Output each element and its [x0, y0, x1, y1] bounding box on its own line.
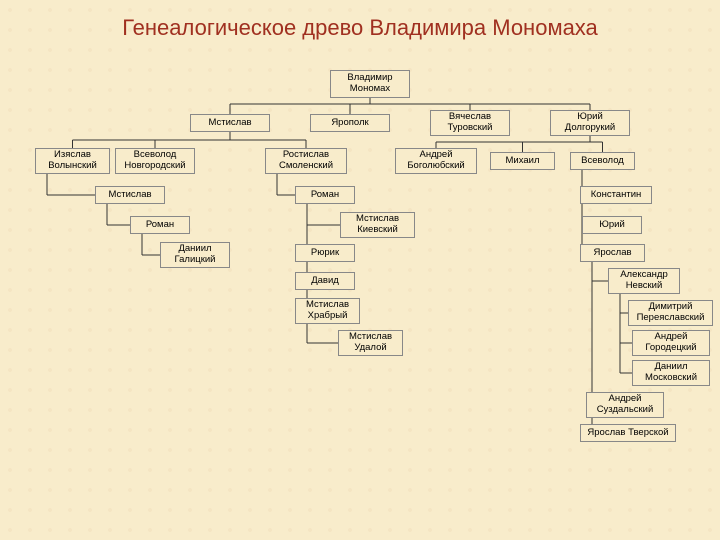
- tree-node: ВсеволодНовгородский: [115, 148, 195, 174]
- tree-node: МстиславУдалой: [338, 330, 403, 356]
- tree-node: АлександрНевский: [608, 268, 680, 294]
- tree-node: ДаниилГалицкий: [160, 242, 230, 268]
- tree-node: ВладимирМономах: [330, 70, 410, 98]
- tree-node: Всеволод: [570, 152, 635, 170]
- tree-node: РостиславСмоленский: [265, 148, 347, 174]
- tree-node: АндрейБоголюбский: [395, 148, 477, 174]
- tree-node: Ярополк: [310, 114, 390, 132]
- tree-node: ДаниилМосковский: [632, 360, 710, 386]
- tree-node: Роман: [130, 216, 190, 234]
- tree-node: Юрий: [582, 216, 642, 234]
- tree-node: МстиславХрабрый: [295, 298, 360, 324]
- tree-node: ВячеславТуровский: [430, 110, 510, 136]
- tree-node: Ярослав: [580, 244, 645, 262]
- tree-node: Роман: [295, 186, 355, 204]
- tree-node: Давид: [295, 272, 355, 290]
- page-title: Генеалогическое древо Владимира Мономаха: [0, 15, 720, 41]
- tree-node: ЮрийДолгорукий: [550, 110, 630, 136]
- tree-node: Михаил: [490, 152, 555, 170]
- tree-node: АндрейГородецкий: [632, 330, 710, 356]
- tree-node: ИзяславВолынский: [35, 148, 110, 174]
- tree-node: ДимитрийПереяславский: [628, 300, 713, 326]
- tree-node: МстиславКиевский: [340, 212, 415, 238]
- tree-node: Константин: [580, 186, 652, 204]
- tree-node: АндрейСуздальский: [586, 392, 664, 418]
- tree-node: Ярослав Тверской: [580, 424, 676, 442]
- tree-node: Мстислав: [95, 186, 165, 204]
- tree-node: Рюрик: [295, 244, 355, 262]
- tree-node: Мстислав: [190, 114, 270, 132]
